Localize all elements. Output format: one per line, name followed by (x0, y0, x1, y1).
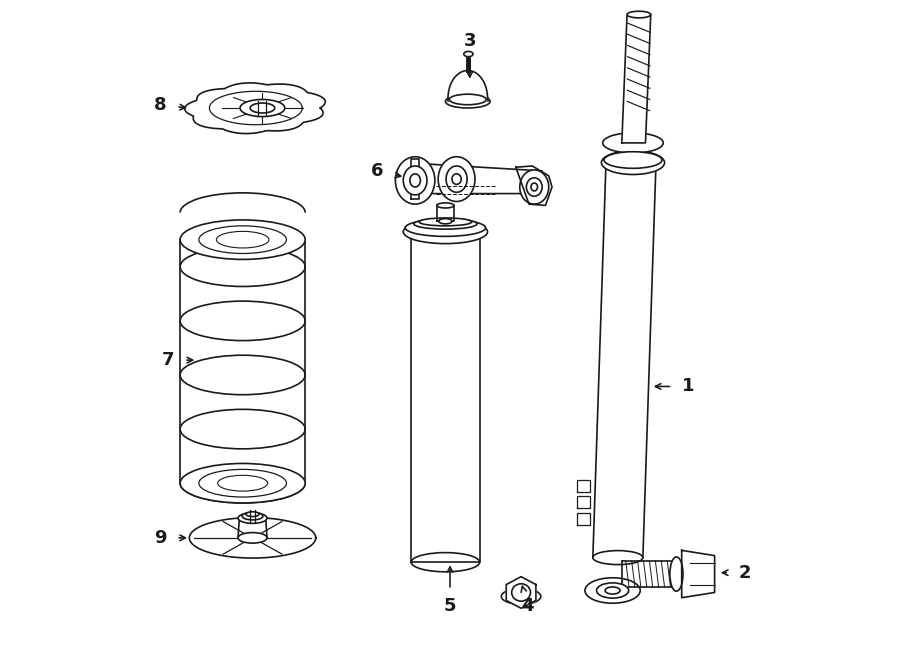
Polygon shape (623, 561, 677, 587)
Polygon shape (507, 576, 536, 608)
Ellipse shape (180, 463, 305, 503)
Polygon shape (577, 480, 590, 492)
Ellipse shape (501, 588, 541, 604)
Polygon shape (516, 166, 552, 206)
Polygon shape (436, 206, 454, 221)
Text: 5: 5 (444, 597, 456, 615)
Ellipse shape (593, 551, 643, 564)
Polygon shape (577, 513, 590, 525)
Ellipse shape (403, 220, 488, 244)
Text: 4: 4 (521, 597, 534, 615)
Ellipse shape (512, 584, 530, 601)
Ellipse shape (246, 512, 259, 516)
Ellipse shape (436, 203, 454, 208)
Ellipse shape (520, 170, 549, 204)
Ellipse shape (526, 178, 542, 196)
Ellipse shape (403, 166, 427, 195)
Polygon shape (622, 15, 651, 143)
Polygon shape (411, 232, 480, 563)
Polygon shape (593, 163, 656, 558)
Ellipse shape (597, 583, 628, 598)
Text: 6: 6 (372, 162, 383, 180)
Ellipse shape (411, 553, 480, 572)
Ellipse shape (449, 95, 486, 104)
Ellipse shape (627, 11, 651, 18)
Ellipse shape (446, 166, 467, 192)
Ellipse shape (439, 219, 452, 224)
Polygon shape (577, 496, 590, 508)
Polygon shape (189, 518, 316, 558)
Ellipse shape (238, 533, 267, 543)
Ellipse shape (242, 512, 263, 520)
Ellipse shape (240, 99, 284, 116)
Ellipse shape (446, 95, 491, 108)
Ellipse shape (180, 220, 305, 259)
Ellipse shape (395, 157, 435, 204)
Ellipse shape (670, 557, 683, 591)
Ellipse shape (452, 174, 461, 184)
Ellipse shape (410, 174, 420, 187)
Polygon shape (404, 163, 542, 194)
Ellipse shape (438, 157, 475, 202)
Ellipse shape (601, 151, 664, 175)
Ellipse shape (605, 587, 620, 594)
Ellipse shape (405, 219, 485, 237)
Ellipse shape (585, 578, 640, 603)
Ellipse shape (604, 152, 662, 169)
Text: 1: 1 (682, 377, 695, 395)
Text: 9: 9 (154, 529, 166, 547)
Ellipse shape (419, 218, 472, 226)
Ellipse shape (531, 183, 537, 191)
Polygon shape (681, 551, 715, 598)
Text: 7: 7 (162, 351, 175, 369)
Polygon shape (448, 71, 488, 98)
Text: 3: 3 (464, 32, 476, 50)
Ellipse shape (238, 513, 267, 524)
Ellipse shape (414, 219, 477, 229)
Text: 8: 8 (154, 97, 166, 114)
Polygon shape (411, 159, 419, 199)
Ellipse shape (250, 103, 274, 113)
Polygon shape (184, 83, 325, 134)
Ellipse shape (464, 52, 473, 57)
Ellipse shape (603, 133, 663, 153)
Text: 2: 2 (739, 564, 752, 582)
